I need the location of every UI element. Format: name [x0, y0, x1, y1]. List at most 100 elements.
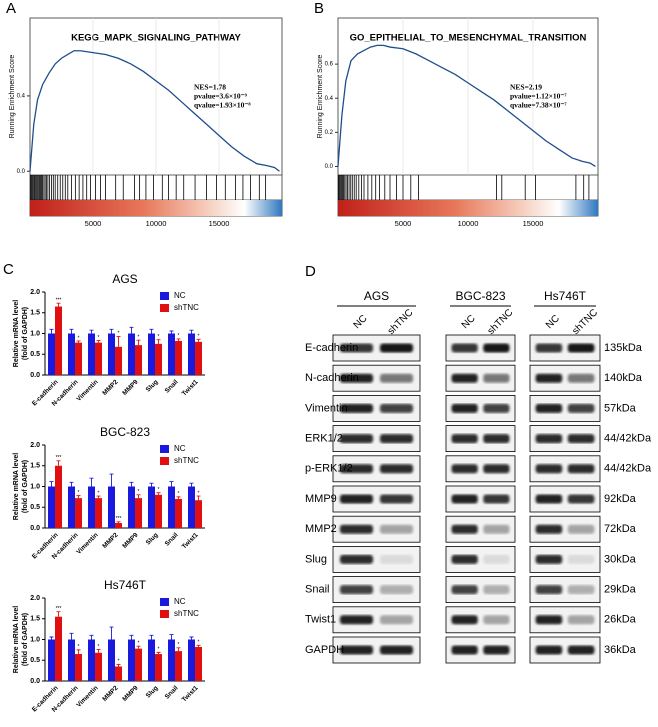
band: [483, 524, 510, 534]
legend-swatch: [160, 292, 169, 300]
bar: [155, 343, 162, 375]
error-bar: [169, 330, 174, 334]
band: [451, 343, 478, 353]
protein-label: Snail: [305, 584, 329, 596]
band: [451, 615, 478, 625]
significance: *: [198, 640, 200, 646]
band: [535, 434, 563, 444]
error-bar: [109, 473, 114, 487]
error-bar: [96, 649, 101, 653]
significance: ***: [56, 606, 62, 612]
band: [451, 554, 478, 564]
legend-label: shTNC: [174, 303, 199, 312]
annotation: qvalue=1.93×10⁻⁸: [194, 101, 251, 110]
y-tick-label: 0.0: [325, 164, 334, 170]
legend-label: shTNC: [174, 456, 199, 465]
band: [483, 373, 510, 383]
group-label: Hs746T: [544, 289, 587, 303]
panel-label: C: [3, 261, 14, 278]
y-axis-label: (fold of GAPDH): [22, 307, 29, 360]
lane-label: shTNC: [386, 307, 416, 337]
x-tick-label: Vimentin: [75, 685, 99, 709]
bar: [135, 648, 142, 681]
error-bar: [156, 339, 161, 344]
legend-swatch: [160, 457, 169, 465]
bar: [48, 333, 55, 375]
significance: *: [198, 490, 200, 496]
error-bar: [116, 521, 121, 524]
y-tick-label: 0.6: [325, 62, 334, 68]
annotation: NES=1.78: [194, 83, 226, 92]
x-tick-label: 5000: [395, 219, 412, 228]
y-tick-label: 0.0: [17, 169, 26, 175]
error-bar: [176, 496, 181, 499]
bar: [108, 333, 115, 375]
enrichment-line: [29, 50, 280, 172]
band: [535, 585, 563, 595]
band: [535, 464, 563, 474]
band: [379, 645, 414, 655]
error-bar: [56, 611, 61, 617]
x-tick-label: Twist1: [181, 684, 200, 703]
band: [339, 585, 374, 595]
bar: [68, 333, 75, 375]
error-bar: [149, 482, 154, 487]
significance: *: [178, 333, 180, 339]
x-tick-label: Slug: [145, 379, 160, 394]
bar: [88, 486, 95, 528]
bar: [148, 639, 155, 681]
bar: [148, 486, 155, 528]
protein-label: MMP9: [305, 493, 337, 505]
legend-swatch: [160, 445, 169, 453]
legend-swatch: [160, 610, 169, 618]
y-tick-label: 1.5: [30, 616, 40, 623]
y-tick-label: 2.0: [30, 595, 40, 602]
error-bar: [129, 481, 134, 487]
x-tick-label: 10000: [146, 219, 167, 228]
significance: *: [98, 335, 100, 341]
bar: [188, 639, 195, 681]
band: [339, 494, 374, 504]
panel-label: D: [305, 263, 316, 280]
significance: *: [158, 647, 160, 653]
group-label: BGC-823: [455, 289, 505, 303]
bar: [135, 345, 142, 375]
bar: [155, 494, 162, 528]
error-bar: [96, 340, 101, 343]
band: [451, 585, 478, 595]
band: [379, 524, 414, 534]
band: [567, 645, 595, 655]
x-tick-label: MMP2: [101, 531, 120, 550]
protein-label: Twist1: [305, 614, 336, 626]
bar: [95, 498, 102, 528]
band: [451, 434, 478, 444]
size-label: 140kDa: [604, 372, 643, 384]
band: [567, 585, 595, 595]
bar: [155, 654, 162, 681]
bar: [195, 341, 202, 375]
protein-label: Vimentin: [305, 402, 348, 414]
legend-label: NC: [174, 597, 186, 606]
bar: [115, 523, 122, 528]
bar: [88, 333, 95, 375]
error-bar: [176, 338, 181, 341]
y-tick-label: 0.5: [30, 657, 40, 664]
y-axis-label: Relative mRNA level: [13, 453, 20, 520]
band: [379, 585, 414, 595]
significance: *: [198, 334, 200, 340]
y-tick-label: 0.4: [17, 93, 26, 99]
bar: [68, 486, 75, 528]
protein-label: p-ERK1/2: [305, 463, 353, 475]
band: [379, 343, 414, 353]
lane-label: NC: [544, 313, 562, 331]
bar: [75, 342, 82, 375]
lane-label: shTNC: [570, 307, 600, 337]
legend-label: NC: [174, 444, 186, 453]
bar: [135, 498, 142, 528]
size-label: 29kDa: [604, 584, 637, 596]
bar: [168, 639, 175, 681]
band: [535, 373, 563, 383]
x-tick-label: Slug: [145, 685, 160, 700]
error-bar: [189, 636, 194, 640]
